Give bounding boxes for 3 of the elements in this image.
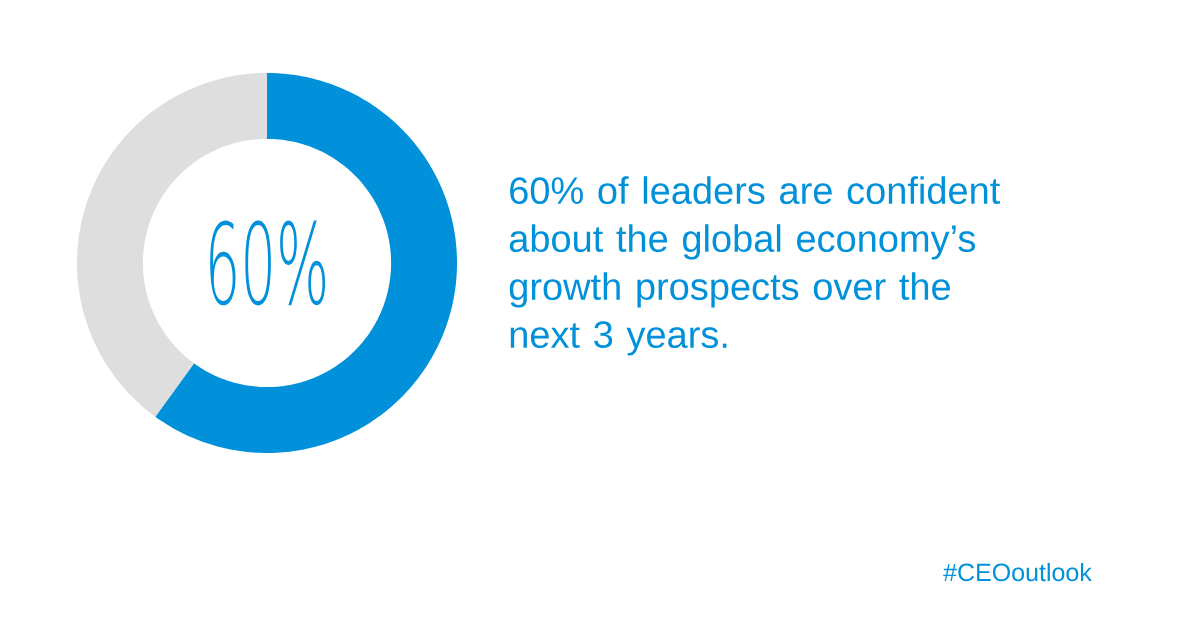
text: 60% of leaders are confident about the global economy’s growth prospects over the next 3 years. [509, 176, 1001, 356]
data-label: 60% [210, 220, 326, 306]
text: #CEOoutlook [943, 562, 1092, 582]
